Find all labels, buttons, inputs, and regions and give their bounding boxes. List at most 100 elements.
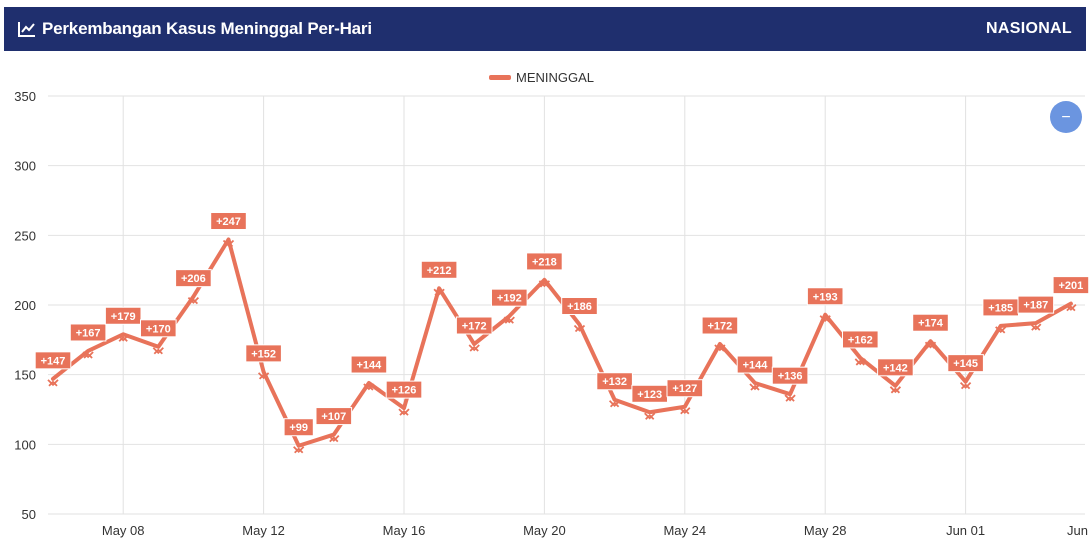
data-point-marker[interactable] bbox=[187, 297, 200, 305]
data-label-text: +123 bbox=[637, 389, 662, 401]
data-point-marker[interactable] bbox=[1030, 323, 1042, 331]
data-label-bg bbox=[140, 319, 177, 338]
data-point-marker[interactable] bbox=[573, 324, 586, 333]
data-label-text: +162 bbox=[848, 334, 873, 346]
data-label: +145 bbox=[947, 354, 984, 373]
data-point-marker[interactable] bbox=[889, 386, 902, 394]
page-title: Perkembangan Kasus Meninggal Per-Hari bbox=[42, 19, 372, 38]
y-tick-label: 250 bbox=[14, 228, 36, 243]
data-point-glyph bbox=[924, 341, 937, 349]
data-point-marker[interactable] bbox=[608, 400, 621, 408]
data-point-marker[interactable] bbox=[959, 381, 972, 390]
x-tick-label: May 16 bbox=[383, 523, 426, 538]
data-point-glyph bbox=[293, 446, 305, 454]
x-tick-label: Jun 01 bbox=[946, 523, 985, 538]
region-label[interactable]: NASIONAL bbox=[986, 20, 1072, 37]
chart-legend[interactable]: MENINGGAL bbox=[489, 70, 594, 85]
data-point-glyph bbox=[117, 334, 129, 342]
data-point-marker[interactable] bbox=[854, 358, 866, 366]
y-tick-label: 350 bbox=[14, 89, 36, 104]
data-point-marker[interactable] bbox=[1065, 303, 1077, 312]
data-point-marker[interactable] bbox=[47, 379, 59, 387]
data-point-marker[interactable] bbox=[398, 408, 410, 416]
data-point-marker[interactable] bbox=[784, 394, 796, 402]
data-point-marker[interactable] bbox=[714, 344, 726, 352]
data-point-glyph bbox=[82, 351, 94, 359]
y-tick-label: 100 bbox=[14, 437, 36, 452]
data-label-bg bbox=[912, 313, 949, 332]
data-point-glyph bbox=[187, 297, 200, 305]
data-point-glyph bbox=[679, 407, 691, 415]
data-label-bg bbox=[1052, 276, 1090, 295]
data-label: +174 bbox=[912, 313, 949, 332]
data-point-glyph bbox=[889, 386, 902, 394]
data-label-bg bbox=[842, 330, 879, 349]
data-label-text: +212 bbox=[427, 265, 452, 277]
y-tick-label: 150 bbox=[14, 368, 36, 383]
data-label-text: +144 bbox=[357, 360, 383, 372]
data-point-glyph bbox=[328, 434, 340, 443]
data-point-glyph bbox=[222, 239, 235, 248]
data-label-bg bbox=[947, 354, 984, 373]
data-label: +132 bbox=[596, 372, 633, 391]
data-label-text: +99 bbox=[289, 422, 308, 434]
data-label-bg bbox=[561, 297, 598, 316]
data-point-glyph bbox=[608, 400, 621, 408]
data-label: +186 bbox=[561, 297, 598, 316]
data-label: +162 bbox=[842, 330, 879, 349]
data-label: +192 bbox=[491, 288, 528, 307]
data-points bbox=[47, 239, 1077, 454]
data-label-bg bbox=[34, 351, 72, 370]
data-label-bg bbox=[1017, 295, 1055, 314]
data-label-text: +172 bbox=[708, 321, 733, 333]
data-point-marker[interactable] bbox=[222, 239, 235, 248]
data-label-text: +192 bbox=[497, 293, 522, 305]
data-label-bg bbox=[806, 287, 844, 306]
data-point-marker[interactable] bbox=[293, 446, 305, 454]
data-label-bg bbox=[771, 366, 809, 385]
data-label-text: +127 bbox=[672, 383, 697, 395]
data-label-text: +142 bbox=[883, 362, 908, 374]
data-point-marker[interactable] bbox=[644, 412, 656, 420]
data-point-glyph bbox=[1065, 303, 1077, 312]
data-label-text: +247 bbox=[216, 216, 241, 228]
data-label: +187 bbox=[1017, 295, 1055, 314]
data-point-glyph bbox=[854, 358, 866, 366]
data-point-marker[interactable] bbox=[819, 315, 831, 323]
data-label: +212 bbox=[420, 260, 458, 279]
data-point-glyph bbox=[468, 344, 480, 352]
data-point-marker[interactable] bbox=[152, 347, 164, 355]
legend-label-meninggal: MENINGGAL bbox=[516, 70, 594, 85]
data-point-marker[interactable] bbox=[468, 344, 480, 352]
data-point-marker[interactable] bbox=[538, 280, 551, 288]
data-point-marker[interactable] bbox=[363, 383, 375, 391]
data-label-text: +147 bbox=[41, 355, 66, 367]
data-point-glyph bbox=[959, 381, 972, 390]
data-point-marker[interactable] bbox=[117, 334, 129, 342]
data-label-text: +132 bbox=[602, 376, 627, 388]
data-point-marker[interactable] bbox=[679, 407, 691, 415]
data-label-bg bbox=[491, 288, 528, 307]
x-tick-label: May 08 bbox=[102, 523, 145, 538]
data-point-glyph bbox=[784, 394, 796, 402]
data-label-bg bbox=[877, 358, 914, 377]
data-point-marker[interactable] bbox=[995, 326, 1007, 334]
data-point-marker[interactable] bbox=[257, 372, 270, 380]
data-point-marker[interactable] bbox=[503, 316, 515, 324]
data-label: +185 bbox=[982, 298, 1020, 317]
data-point-glyph bbox=[644, 412, 656, 420]
data-point-marker[interactable] bbox=[749, 383, 761, 391]
zoom-out-button[interactable]: − bbox=[1050, 101, 1082, 133]
zoom-out-button-bg[interactable] bbox=[1050, 101, 1082, 133]
data-point-marker[interactable] bbox=[328, 434, 340, 443]
data-point-marker[interactable] bbox=[924, 341, 937, 349]
data-label: +201 bbox=[1052, 276, 1090, 295]
data-point-marker[interactable] bbox=[433, 288, 445, 296]
data-point-marker[interactable] bbox=[82, 351, 94, 359]
data-label: +127 bbox=[666, 379, 704, 398]
y-tick-label: 300 bbox=[14, 159, 36, 174]
data-label: +144 bbox=[350, 355, 388, 374]
data-label: +99 bbox=[283, 418, 314, 437]
legend-swatch bbox=[489, 75, 511, 80]
data-label-text: +136 bbox=[778, 371, 803, 383]
